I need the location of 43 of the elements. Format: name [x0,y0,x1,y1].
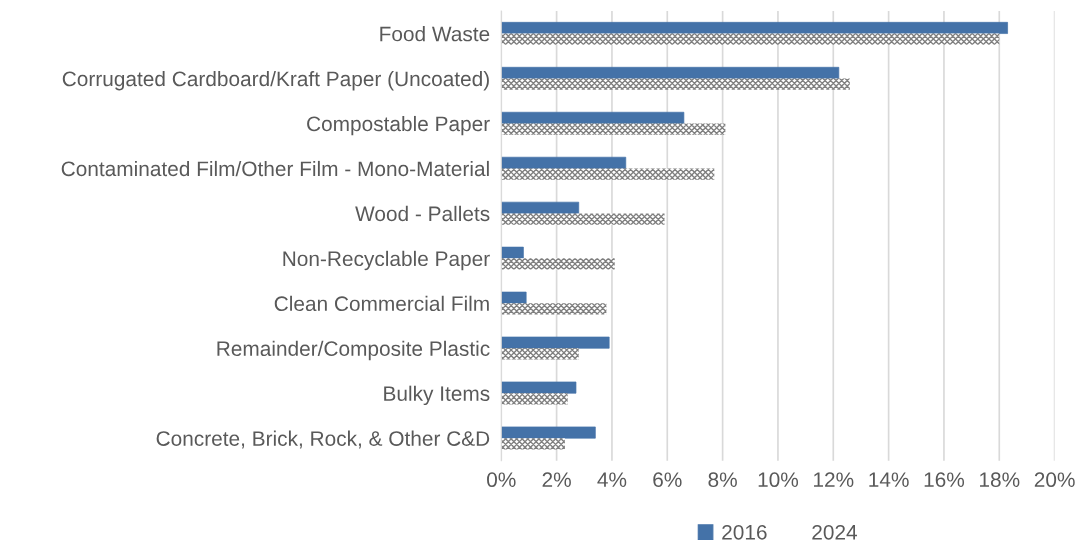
bar [501,21,1008,34]
bar [501,123,726,135]
bar [501,393,568,405]
bar [501,78,850,90]
legend-label: 2016 [722,524,767,540]
bar [501,33,1000,45]
y-tick-label: Bulky Items [384,385,490,406]
bar [501,156,627,169]
bar [501,246,524,259]
bar [501,426,596,439]
x-tick-label: 16% [924,472,965,488]
text: 2024 [812,524,858,540]
bar [501,258,615,270]
bar [501,348,579,360]
x-tick-label: 2% [542,472,571,487]
bar [501,213,665,225]
y-tick-label: Clean Commercial Film [274,295,489,312]
bar [501,438,565,450]
bar [501,111,685,124]
x-tick-label: 14% [869,472,909,487]
x-tick-label: 12% [814,472,854,487]
x-tick-label: 4% [597,472,627,487]
y-tick-label: Food Waste [380,26,490,42]
bar [501,291,527,304]
bar [501,336,610,349]
bar [501,303,607,315]
x-tick-label: 0% [487,472,516,488]
y-tick-label: Wood - Pallets [355,205,490,222]
x-tick-label: 18% [980,472,1020,488]
bar [501,381,577,394]
bar [501,66,840,79]
x-tick-label: 10% [758,472,799,488]
y-tick-label: Compostable Paper [307,115,490,136]
y-tick-label: Remainder/Composite Plastic [217,340,490,361]
bar [501,201,580,214]
bar [501,168,715,180]
y-tick-label: Non-Recyclable Paper [283,250,490,271]
x-tick-label: 20% [1034,472,1075,488]
y-tick-label: Corrugated Cardboard/Kraft Paper (Uncoated) [62,70,489,91]
y-tick-label: Contaminated Film/Other Film - Mono-Material [61,160,489,177]
x-tick-label: 6% [653,472,682,488]
y-tick-label: Concrete, Brick, Rock, & Other C&D [156,430,490,449]
x-tick-label: 8% [708,472,737,488]
